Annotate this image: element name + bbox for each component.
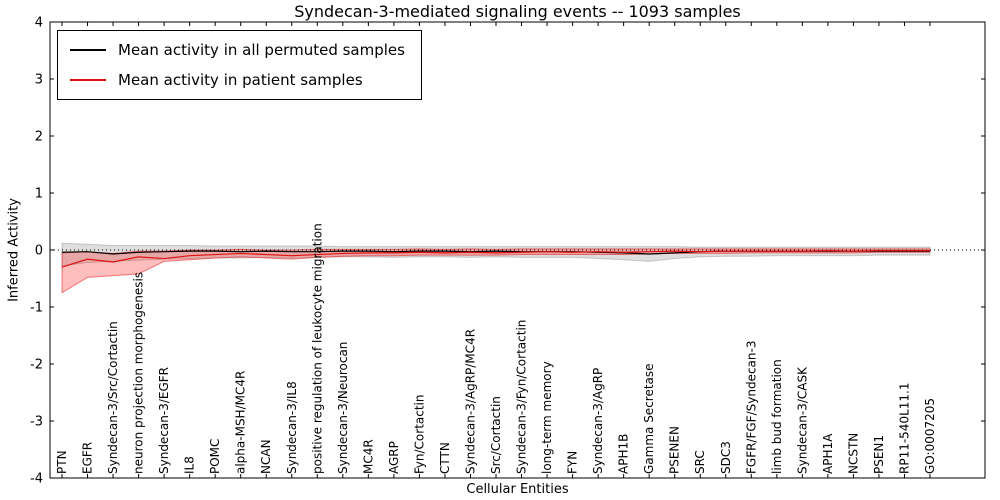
legend-label-permuted: Mean activity in all permuted samples: [118, 41, 405, 59]
x-tick-label: POMC: [208, 439, 222, 474]
x-tick-label: RP11-540L11.1: [897, 383, 911, 474]
x-tick-label: positive regulation of leukocyte migrati…: [310, 223, 324, 474]
x-tick-label: Syndecan-3/IL8: [285, 381, 299, 474]
x-tick-label: NCAN: [259, 439, 273, 474]
x-tick-label: EGFR: [81, 442, 95, 474]
permuted-line-swatch: [70, 49, 106, 51]
x-tick-label: long-term memory: [540, 361, 554, 474]
series-line-patient: [61, 249, 930, 268]
x-tick-label: Fyn/Cortactin: [412, 394, 426, 474]
x-tick-label: Syndecan-3/CASK: [795, 366, 809, 474]
x-tick-label: PSEN1: [872, 435, 886, 474]
x-tick-label: Gamma Secretase: [642, 363, 656, 474]
legend: Mean activity in all permuted samples Me…: [57, 30, 422, 100]
y-tick-label: 2: [35, 130, 43, 145]
x-tick-label: IL8: [183, 456, 197, 474]
x-tick-label: alpha-MSH/MC4R: [234, 371, 248, 474]
y-tick-label: 1: [35, 187, 43, 202]
legend-label-patient: Mean activity in patient samples: [118, 71, 363, 89]
x-tick-label: limb bud formation: [770, 359, 784, 474]
x-tick-label: MC4R: [361, 439, 375, 474]
y-tick-label: 3: [35, 73, 43, 88]
y-tick-label: -3: [30, 415, 43, 430]
x-tick-label: CTTN: [438, 442, 452, 474]
x-tick-label: neuron projection morphogenesis: [132, 272, 146, 474]
x-tick-label: GO:0007205: [923, 398, 937, 474]
x-tick-label: Syndecan-3/AgRP/MC4R: [463, 329, 477, 474]
x-tick-label: NCSTN: [846, 433, 860, 474]
y-tick-label: 0: [35, 244, 43, 259]
y-tick-label: 4: [35, 16, 43, 31]
x-tick-label: PTN: [55, 450, 69, 474]
x-tick-label: APH1B: [617, 434, 631, 474]
x-tick-label: Syndecan-3/EGFR: [157, 367, 171, 474]
x-tick-label: Syndecan-3/Src/Cortactin: [106, 321, 120, 474]
y-tick-label: -1: [30, 301, 43, 316]
band-patient: [61, 248, 931, 294]
x-tick-label: AGRP: [387, 441, 401, 474]
legend-item-permuted: Mean activity in all permuted samples: [70, 41, 405, 59]
x-tick-label: PSENEN: [668, 426, 682, 474]
x-tick-label: SRC: [693, 450, 707, 474]
x-tick-label: Syndecan-3/Neurocan: [336, 342, 350, 474]
x-tick-label: APH1A: [821, 433, 835, 474]
x-tick-label: Syndecan-3/AgRP: [591, 368, 605, 474]
x-tick-label: FGFR/FGF/Syndecan-3: [744, 341, 758, 474]
x-tick-label: Syndecan-3/Fyn/Cortactin: [515, 320, 529, 474]
legend-item-patient: Mean activity in patient samples: [70, 71, 405, 89]
x-tick-label: Src/Cortactin: [489, 396, 503, 474]
x-axis-label: Cellular Entities: [466, 482, 569, 497]
y-tick-label: -4: [30, 472, 43, 487]
x-tick-label: FYN: [566, 451, 580, 474]
patient-line-swatch: [70, 79, 106, 81]
x-tick-label: SDC3: [719, 441, 733, 474]
chart-title: Syndecan-3-mediated signaling events -- …: [294, 2, 741, 21]
y-tick-label: -2: [30, 358, 43, 373]
